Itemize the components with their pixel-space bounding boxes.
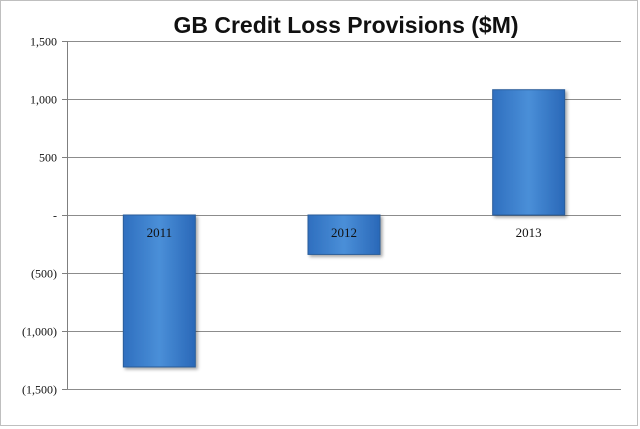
y-tick-label: (1,000) [22, 325, 57, 339]
category-label-2013: 2013 [516, 225, 542, 240]
axes [62, 41, 68, 390]
y-tick-label: 1,000 [30, 93, 57, 107]
bar-2012 [307, 214, 381, 255]
y-tick-label: (500) [31, 267, 57, 281]
y-tick-label: - [53, 209, 57, 223]
chart-title: GB Credit Loss Provisions ($M) [173, 12, 518, 38]
y-tick-label: 500 [39, 151, 57, 165]
bars [122, 89, 566, 368]
bar-2011 [122, 214, 196, 368]
category-label-2011: 2011 [147, 225, 173, 240]
labels: 1,500 1,000 500 - (500) (1,000) (1,500) 2011 201… [22, 35, 542, 397]
bar-2013 [492, 89, 566, 216]
category-label-2012: 2012 [331, 225, 357, 240]
y-tick-label: (1,500) [22, 383, 57, 397]
y-tick-label: 1,500 [30, 35, 57, 49]
